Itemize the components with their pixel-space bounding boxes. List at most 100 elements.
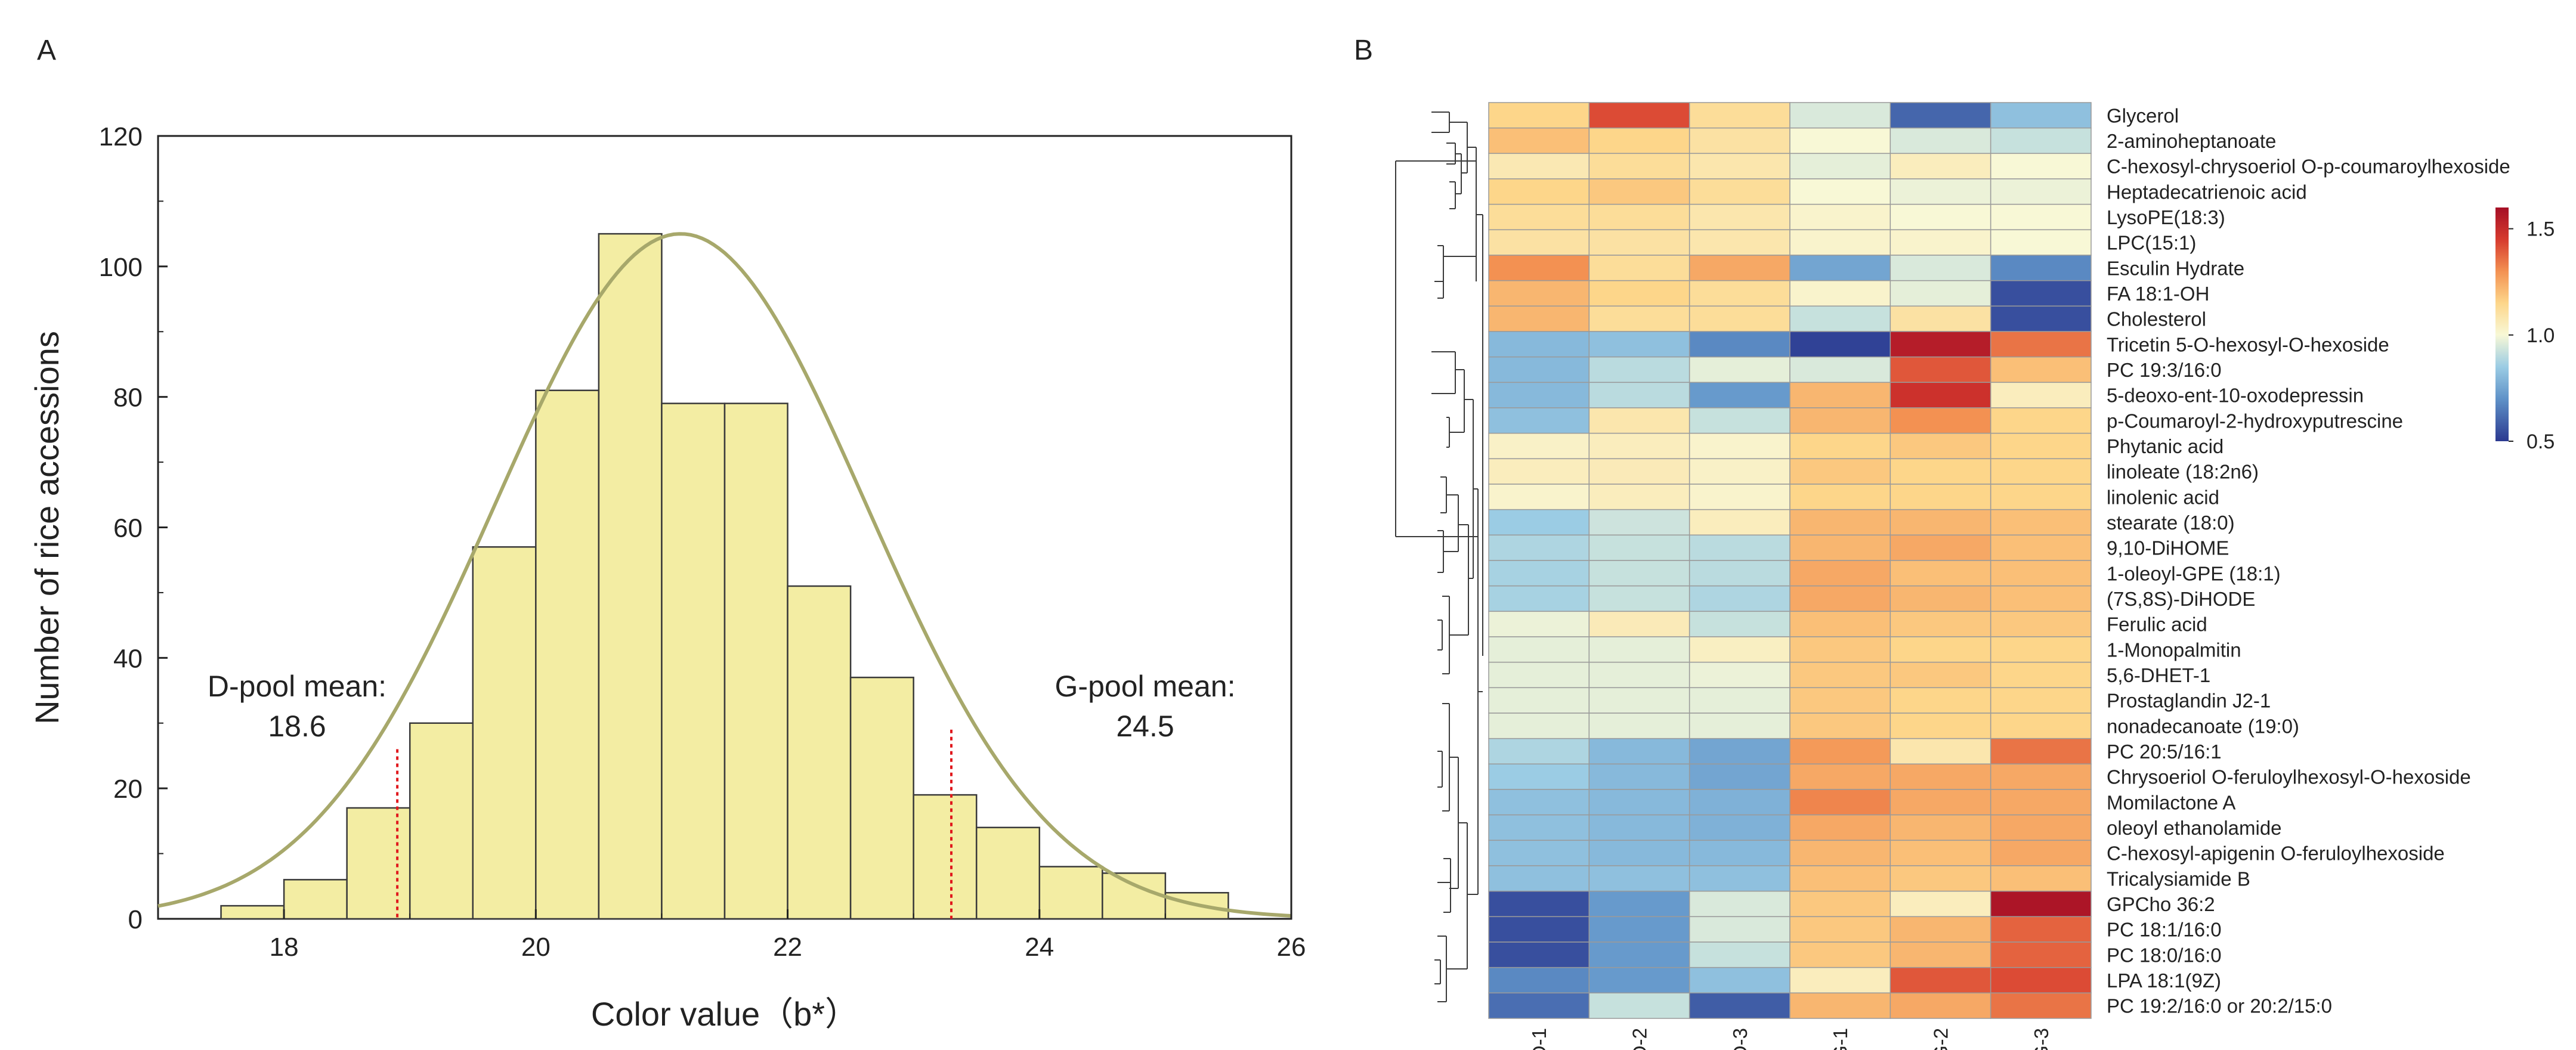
heatmap-cell xyxy=(1689,865,1790,892)
heatmap-row-label: Tricetin 5-O-hexosyl-O-hexoside xyxy=(2107,333,2389,355)
heatmap-cell xyxy=(1990,509,2092,536)
heatmap-cell xyxy=(1689,178,1790,205)
heatmap-cell xyxy=(1689,713,1790,739)
heatmap-cell xyxy=(1789,255,1891,281)
heatmap-row-label: p-Coumaroyl-2-hydroxyputrescine xyxy=(2107,410,2403,432)
heatmap-cell xyxy=(1588,560,1690,587)
heatmap-cell xyxy=(1689,789,1790,816)
color-scale-bar xyxy=(2495,207,2509,441)
heatmap-row-label: PC 18:1/16:0 xyxy=(2107,919,2222,941)
histogram-bar xyxy=(1038,866,1103,920)
heatmap-cell xyxy=(1488,407,1590,434)
heatmap-cell xyxy=(1588,967,1690,994)
heatmap-cell xyxy=(1789,865,1891,892)
heatmap-cell xyxy=(1689,229,1790,256)
heatmap-cell xyxy=(1588,382,1690,408)
heatmap-cell xyxy=(1789,713,1891,739)
heatmap-cell xyxy=(1890,992,1991,1019)
heatmap-cell xyxy=(1488,585,1590,612)
heatmap-cell xyxy=(1789,331,1891,358)
heatmap-cell xyxy=(1588,305,1690,332)
heatmap-cell xyxy=(1689,840,1790,866)
heatmap-cell xyxy=(1890,789,1991,816)
heatmap-cell xyxy=(1488,229,1590,256)
histogram-bar xyxy=(472,546,537,920)
histogram-bar xyxy=(975,826,1041,920)
heatmap-cell xyxy=(1588,916,1690,943)
heatmap-cell xyxy=(1588,763,1690,790)
heatmap-cell xyxy=(1588,636,1690,663)
heatmap-column-label: D-3 xyxy=(1729,1028,1751,1050)
heatmap-cell xyxy=(1488,661,1590,689)
heatmap-cell xyxy=(1990,890,2092,918)
heatmap-chart: Glycerol 2-aminoheptanoate C-hexosyl-chrys… xyxy=(1395,102,2555,1050)
heatmap-cell xyxy=(1488,814,1590,841)
heatmap-cell xyxy=(1588,890,1690,918)
heatmap-cell xyxy=(1990,484,2092,510)
heatmap-cell xyxy=(1890,814,1991,841)
heatmap-row-label: 9,10-DiHOME xyxy=(2107,537,2229,559)
heatmap-row-label: LysoPE(18:3) xyxy=(2107,206,2225,228)
heatmap-cell xyxy=(1588,840,1690,866)
heatmap-cell xyxy=(1990,967,2092,994)
heatmap-cell xyxy=(1689,916,1790,943)
heatmap-row-label: linoleate (18:2n6) xyxy=(2107,461,2259,483)
heatmap-cell xyxy=(1890,407,1991,434)
heatmap-cell xyxy=(1890,153,1991,179)
heatmap-cell xyxy=(1890,229,1991,256)
heatmap-cell xyxy=(1890,738,1991,765)
heatmap-cell xyxy=(1990,356,2092,383)
histogram-bar xyxy=(913,794,978,920)
heatmap-cell xyxy=(1789,534,1891,561)
heatmap-row-label: PC 19:3/16:0 xyxy=(2107,359,2222,381)
d-pool-mean-value: 18.6 xyxy=(268,710,326,743)
heatmap-cell xyxy=(1890,585,1991,612)
heatmap-cell xyxy=(1990,814,2092,841)
heatmap-cell xyxy=(1990,331,2092,358)
heatmap-cell xyxy=(1488,178,1590,205)
panel-label-a: A xyxy=(37,35,56,66)
heatmap-row-label: (7S,8S)-DiHODE xyxy=(2107,588,2255,610)
heatmap-cell xyxy=(1890,305,1991,332)
heatmap-cell xyxy=(1689,203,1790,231)
heatmap-cell xyxy=(1588,941,1690,968)
heatmap-cell xyxy=(1789,636,1891,663)
y-tick-label: 80 xyxy=(113,383,143,413)
heatmap-cell xyxy=(1890,280,1991,307)
heatmap-cell xyxy=(1689,636,1790,663)
heatmap-row-label: nonadecanoate (19:0) xyxy=(2107,715,2299,737)
heatmap-cell xyxy=(1789,356,1891,383)
heatmap-cell xyxy=(1990,458,2092,485)
heatmap-cell xyxy=(1588,280,1690,307)
histogram-bar xyxy=(220,905,285,920)
heatmap-cell xyxy=(1990,865,2092,892)
heatmap-cell xyxy=(1588,484,1690,510)
heatmap-cell xyxy=(1689,661,1790,689)
heatmap-cell xyxy=(1789,687,1891,714)
heatmap-cell xyxy=(1789,458,1891,485)
heatmap-cell xyxy=(1890,382,1991,408)
heatmap-cell xyxy=(1689,534,1790,561)
heatmap-cell xyxy=(1890,534,1991,561)
heatmap-row-label: Chrysoeriol O-feruloylhexosyl-O-hexoside xyxy=(2107,766,2471,788)
x-tick-label: 18 xyxy=(270,933,299,962)
heatmap-cell xyxy=(1488,382,1590,408)
heatmap-cell xyxy=(1488,432,1590,460)
y-tick-label: 120 xyxy=(99,122,143,151)
heatmap-cell xyxy=(1890,178,1991,205)
heatmap-cell xyxy=(1789,407,1891,434)
heatmap-cell xyxy=(1789,814,1891,841)
heatmap-cell xyxy=(1588,127,1690,154)
heatmap-cell xyxy=(1789,229,1891,256)
heatmap-cell xyxy=(1990,102,2092,129)
heatmap-cell xyxy=(1789,661,1891,689)
heatmap-cell xyxy=(1990,178,2092,205)
histogram-x-axis-label: Color value（b*） xyxy=(591,995,858,1033)
heatmap-cell xyxy=(1588,331,1690,358)
heatmap-cell xyxy=(1890,255,1991,281)
heatmap-cell xyxy=(1890,509,1991,536)
heatmap-row-label: C-hexosyl-apigenin O-feruloylhexoside xyxy=(2107,843,2445,865)
heatmap-cell xyxy=(1488,331,1590,358)
heatmap-cell xyxy=(1488,458,1590,485)
